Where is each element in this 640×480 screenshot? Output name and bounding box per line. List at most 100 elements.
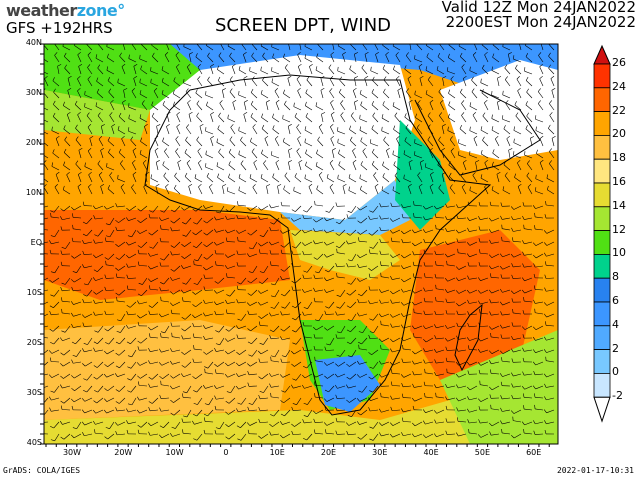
wind-barb-flag [407, 75, 412, 79]
wind-barb-flag [232, 63, 236, 67]
wind-barb-flag [346, 363, 350, 367]
wind-barb [130, 385, 137, 393]
wind-barb [150, 70, 159, 75]
wind-barb [150, 385, 159, 388]
wind-barb-flag [225, 436, 230, 440]
wind-barb-flag [203, 413, 208, 417]
wind-barb [88, 174, 93, 183]
wind-barb-flag [539, 135, 544, 139]
wind-barb-flag [369, 438, 374, 441]
wind-barb [458, 154, 467, 159]
wind-barb [285, 349, 291, 357]
wind-barb [130, 139, 137, 147]
wind-barb-flag [423, 310, 426, 315]
wind-barb-flag [500, 395, 503, 400]
wind-barb-flag [445, 396, 448, 401]
wind-barb-flag [500, 334, 503, 339]
wind-barb-flag [292, 342, 297, 345]
wind-barb-flag [433, 205, 437, 210]
wind-barb-flag [170, 209, 175, 213]
wind-barb-flag [291, 263, 294, 268]
wind-barb [262, 56, 269, 63]
wind-barb-flag [315, 66, 318, 71]
wind-barb-flag [303, 210, 307, 213]
wind-barb-flag [258, 358, 261, 363]
wind-barb [304, 349, 313, 351]
wind-barb-flag [105, 223, 110, 226]
wind-barb-flag [271, 283, 276, 286]
wind-barb-flag [115, 219, 119, 223]
wind-barb-flag [94, 234, 99, 237]
render-timestamp: 2022-01-17-10:31 [556, 466, 634, 475]
wind-barb-flag [60, 384, 63, 389]
colorbar-label: 22 [612, 103, 626, 117]
wind-barb [62, 300, 71, 303]
wind-barb [44, 178, 49, 183]
wind-barb [163, 277, 170, 285]
wind-barb [461, 103, 467, 111]
wind-barb [534, 289, 544, 291]
wind-barb [107, 80, 115, 87]
wind-barb [144, 126, 148, 135]
wind-barb-flag [39, 365, 42, 367]
wind-barb-flag [193, 390, 197, 393]
wind-barb [359, 361, 368, 365]
wind-barb [271, 205, 280, 209]
wind-barb [87, 337, 93, 345]
wind-barb-flag [357, 341, 362, 345]
wind-barb [95, 205, 104, 210]
wind-barb [44, 78, 49, 87]
wind-barb-flag [508, 52, 512, 55]
wind-barb [381, 313, 390, 318]
wind-barb-flag [98, 136, 103, 140]
wind-barb-flag [379, 215, 382, 220]
wind-barb-flag [170, 375, 174, 379]
wind-barb-flag [321, 112, 326, 115]
wind-barb-flag [281, 355, 286, 358]
wind-barb [535, 373, 544, 376]
wind-barb [502, 265, 511, 270]
wind-barb-flag [305, 161, 307, 166]
wind-barb [186, 385, 192, 393]
wind-barb [176, 114, 181, 123]
wind-barb-flag [522, 310, 525, 315]
wind-barb [271, 82, 280, 87]
wind-barb-flag [297, 51, 301, 56]
wind-barb [517, 90, 522, 99]
wind-barb [271, 241, 280, 246]
wind-barb [517, 186, 522, 195]
wind-barb-flag [499, 350, 504, 354]
wind-barb-flag [429, 147, 433, 151]
wind-barb-flag [434, 335, 437, 340]
wind-barb [326, 229, 335, 234]
wind-barb-flag [511, 227, 514, 232]
wind-barb [502, 253, 511, 258]
wind-barb-flag [538, 52, 542, 56]
wind-barb [217, 177, 225, 183]
wind-barb [150, 325, 159, 331]
wind-barb [123, 90, 126, 99]
lon-label: 50E [474, 448, 490, 457]
wind-barb-flag [280, 413, 285, 417]
wind-barb [186, 127, 192, 135]
wind-barb-flag [501, 357, 503, 362]
wind-barb-flag [345, 422, 350, 426]
wind-barb-flag [114, 422, 118, 426]
wind-barb [394, 115, 401, 123]
wind-barb [447, 217, 456, 221]
wind-barb [524, 253, 533, 256]
wind-barb-flag [313, 228, 316, 232]
wind-barb [392, 313, 401, 318]
wind-barb [548, 128, 555, 135]
wind-barb [231, 66, 236, 75]
wind-barb [474, 44, 478, 51]
wind-barb-flag [271, 78, 274, 83]
wind-barb [299, 44, 302, 51]
wind-barb [371, 373, 379, 380]
wind-barb-flag [271, 44, 273, 47]
wind-barb-flag [49, 279, 53, 283]
wind-barb-flag [471, 88, 475, 92]
wind-barb [447, 385, 456, 388]
wind-barb-flag [314, 271, 319, 274]
lat-label: 20N [25, 138, 42, 147]
